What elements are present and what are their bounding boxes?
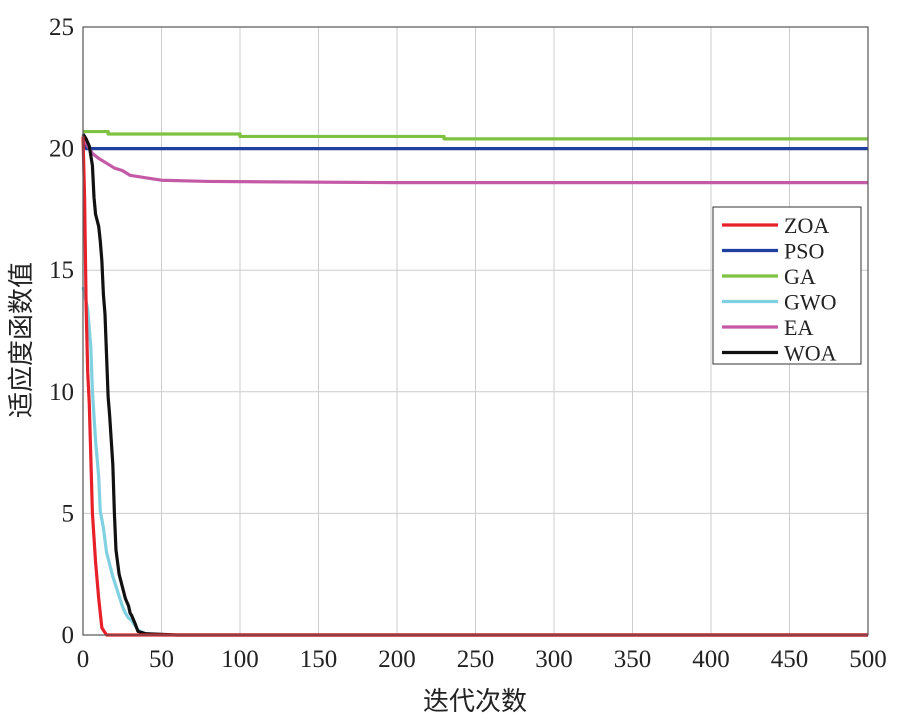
plot-frame xyxy=(82,26,869,636)
y-axis-title: 适应度函数值 xyxy=(7,262,37,418)
x-tick-label: 0 xyxy=(77,646,90,673)
x-tick-label: 250 xyxy=(457,646,495,673)
y-tick-label: 25 xyxy=(49,14,74,41)
grid xyxy=(83,27,868,635)
y-tick-label: 20 xyxy=(49,136,74,163)
legend-label-woa: WOA xyxy=(784,341,837,366)
x-tick-label: 450 xyxy=(771,646,809,673)
x-tick-label: 150 xyxy=(300,646,338,673)
x-tick-label: 300 xyxy=(535,646,573,673)
series-line-ea xyxy=(81,135,868,185)
series-line-woa xyxy=(81,133,868,637)
legend-label-ga: GA xyxy=(784,264,816,289)
x-tick-label: 500 xyxy=(849,646,887,673)
x-tick-label: 50 xyxy=(149,646,174,673)
y-tick-label: 10 xyxy=(49,379,74,406)
legend-label-zoa: ZOA xyxy=(784,213,829,238)
series-line-ga xyxy=(83,129,868,141)
y-tick-label: 5 xyxy=(62,500,75,527)
x-axis-title: 迭代次数 xyxy=(423,687,527,717)
legend-label-pso: PSO xyxy=(784,239,824,264)
y-tick-label: 15 xyxy=(49,257,74,284)
legend-box xyxy=(712,206,862,365)
x-tick-labels: 0 50 100 150 200 250 300 350 400 450 500 xyxy=(77,646,887,673)
y-tick-label: 0 xyxy=(62,622,75,649)
legend-label-ea: EA xyxy=(784,315,813,340)
legend-label-gwo: GWO xyxy=(784,290,837,315)
x-tick-label: 200 xyxy=(378,646,416,673)
x-tick-label: 100 xyxy=(221,646,259,673)
x-tick-label: 350 xyxy=(614,646,652,673)
y-tick-labels: 0 5 10 15 20 25 xyxy=(49,14,74,649)
x-tick-label: 400 xyxy=(692,646,730,673)
